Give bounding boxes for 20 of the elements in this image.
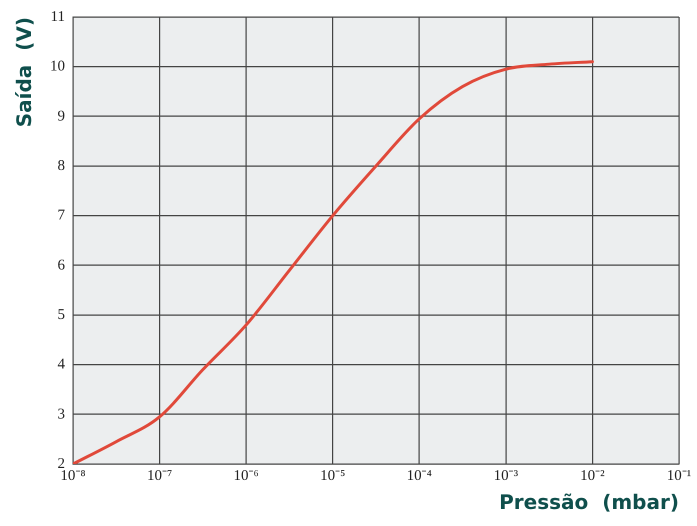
x-tick-label: 10⁻¹ xyxy=(666,468,692,484)
x-tick-label: 10⁻⁷ xyxy=(146,468,172,484)
x-tick-label: 10⁻² xyxy=(580,468,606,484)
y-tick-label: 11 xyxy=(50,8,65,25)
y-tick-label: 9 xyxy=(58,108,65,124)
x-tick-label: 10⁻³ xyxy=(494,468,519,484)
x-tick-label: 10⁻⁵ xyxy=(320,468,346,484)
y-tick-label: 5 xyxy=(58,306,65,323)
x-tick-label: 10⁻⁴ xyxy=(406,468,432,484)
y-axis-title: Saída (V) xyxy=(12,17,36,128)
y-tick-label: 4 xyxy=(58,356,66,373)
y-tick-label: 8 xyxy=(58,158,65,174)
line-series xyxy=(73,60,594,464)
y-tick-label: 10 xyxy=(50,58,65,75)
x-axis-title: Pressão (mbar) xyxy=(499,490,679,514)
x-tick-label: 10⁻⁶ xyxy=(234,468,259,484)
y-tick-label: 3 xyxy=(58,406,65,422)
y-tick-label: 6 xyxy=(58,257,66,274)
y-tick-label: 7 xyxy=(58,208,66,224)
x-tick-label: 10⁻⁸ xyxy=(60,468,86,484)
